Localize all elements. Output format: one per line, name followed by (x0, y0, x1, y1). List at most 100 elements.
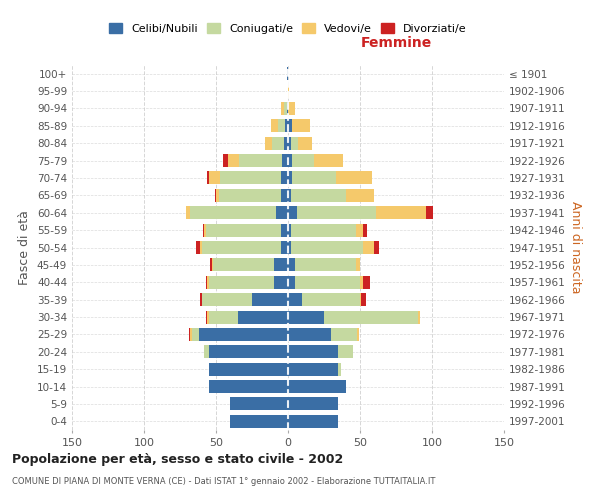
Bar (288, 84, 289, 98)
Legend: Celibi/Nubili, Coniugati/e, Vedovi/e, Divorziati/e: Celibi/Nubili, Coniugati/e, Vedovi/e, Di… (106, 20, 470, 37)
Bar (209, 346, 288, 358)
Bar (274, 276, 288, 289)
Bar (288, 346, 338, 358)
Bar (210, 258, 212, 272)
Bar (288, 258, 295, 272)
Bar (288, 398, 338, 410)
Bar (288, 206, 296, 220)
Text: Femmine: Femmine (361, 36, 431, 51)
Bar (288, 362, 338, 376)
Bar (288, 415, 338, 428)
Y-axis label: Anni di nascita: Anni di nascita (569, 201, 582, 294)
Bar (291, 136, 298, 149)
Bar (360, 276, 363, 289)
Bar (230, 415, 288, 428)
Bar (361, 293, 366, 306)
Bar (295, 258, 356, 272)
Bar (208, 310, 209, 324)
Bar (324, 310, 418, 324)
Bar (274, 258, 288, 272)
Bar (209, 172, 220, 184)
Bar (287, 102, 288, 115)
Bar (272, 136, 284, 149)
Bar (216, 189, 219, 202)
Bar (206, 310, 208, 324)
Bar (186, 206, 190, 220)
Bar (219, 189, 281, 202)
Bar (239, 154, 282, 167)
Bar (238, 310, 288, 324)
Bar (338, 346, 353, 358)
Bar (288, 276, 295, 289)
Bar (278, 120, 285, 132)
Bar (227, 154, 239, 167)
Text: COMUNE DI PIANA DI MONTE VERNA (CE) - Dati ISTAT 1° gennaio 2002 - Elaborazione : COMUNE DI PIANA DI MONTE VERNA (CE) - Da… (12, 478, 436, 486)
Bar (288, 172, 292, 184)
Bar (284, 102, 287, 115)
Bar (357, 328, 359, 341)
Bar (284, 136, 288, 149)
Bar (271, 120, 278, 132)
Bar (288, 293, 302, 306)
Bar (338, 362, 341, 376)
Bar (363, 241, 374, 254)
Bar (335, 172, 371, 184)
Bar (288, 120, 292, 132)
Bar (212, 258, 213, 272)
Bar (209, 310, 238, 324)
Bar (288, 380, 346, 393)
Bar (287, 67, 288, 80)
Bar (206, 224, 281, 236)
Bar (190, 328, 191, 341)
Bar (209, 362, 288, 376)
Bar (200, 241, 202, 254)
Bar (199, 328, 288, 341)
Bar (292, 172, 335, 184)
Bar (281, 224, 288, 236)
Bar (203, 224, 205, 236)
Bar (190, 206, 277, 220)
Bar (356, 258, 360, 272)
Bar (288, 154, 292, 167)
Bar (285, 120, 288, 132)
Bar (202, 293, 252, 306)
Bar (291, 224, 356, 236)
Bar (282, 154, 288, 167)
Bar (196, 241, 200, 254)
Bar (281, 189, 288, 202)
Bar (288, 310, 324, 324)
Bar (209, 380, 288, 393)
Bar (356, 224, 363, 236)
Bar (288, 328, 331, 341)
Bar (209, 276, 274, 289)
Text: Popolazione per età, sesso e stato civile - 2002: Popolazione per età, sesso e stato civil… (12, 452, 343, 466)
Bar (314, 154, 343, 167)
Bar (205, 224, 206, 236)
Bar (418, 310, 421, 324)
Bar (292, 154, 314, 167)
Bar (292, 120, 310, 132)
Bar (288, 224, 291, 236)
Bar (331, 328, 357, 341)
Bar (426, 206, 433, 220)
Bar (188, 328, 190, 341)
Bar (360, 293, 361, 306)
Bar (346, 189, 374, 202)
Bar (302, 293, 360, 306)
Bar (281, 102, 284, 115)
Y-axis label: Fasce di età: Fasce di età (19, 210, 31, 285)
Bar (213, 258, 274, 272)
Bar (200, 293, 202, 306)
Bar (208, 172, 209, 184)
Bar (288, 241, 291, 254)
Bar (202, 241, 281, 254)
Bar (215, 189, 216, 202)
Bar (277, 206, 288, 220)
Bar (205, 346, 209, 358)
Bar (288, 136, 291, 149)
Bar (374, 241, 379, 254)
Bar (291, 241, 363, 254)
Bar (220, 172, 281, 184)
Bar (208, 276, 209, 289)
Bar (363, 224, 367, 236)
